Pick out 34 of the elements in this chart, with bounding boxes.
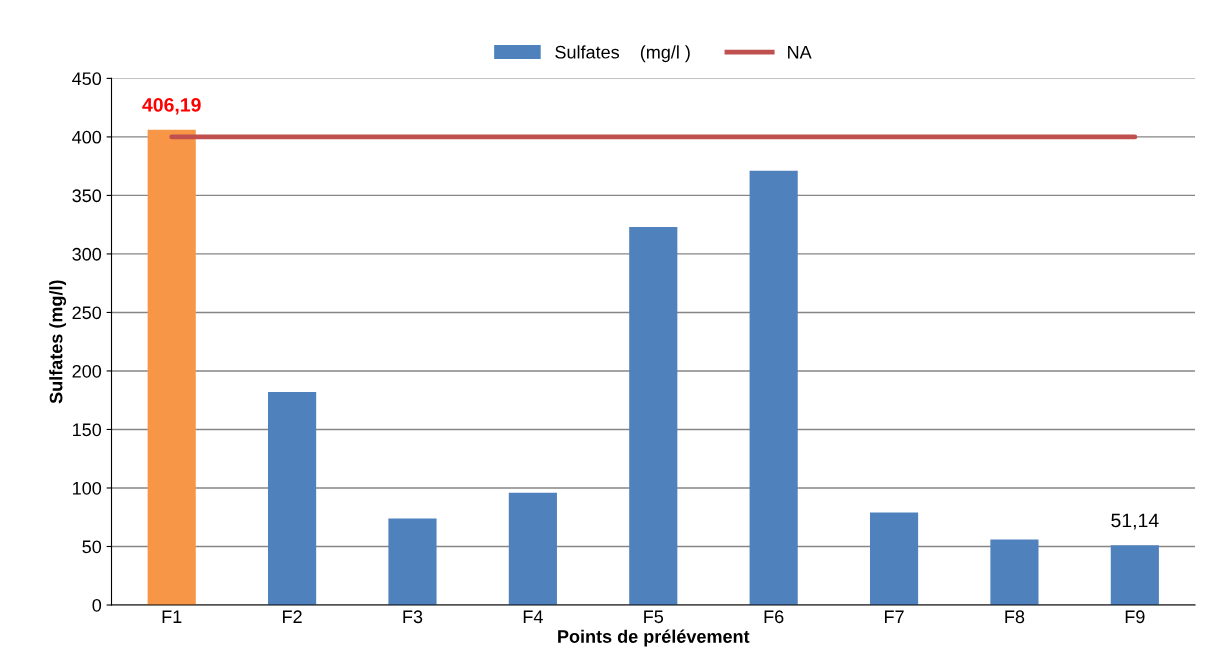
bar [749, 170, 798, 606]
x-tick-label: F6 [764, 610, 784, 624]
x-tick-label: F2 [283, 610, 302, 623]
bar [990, 539, 1039, 606]
bar [629, 227, 678, 606]
y-tick-label: 200 [72, 364, 102, 378]
data-label: 51,14 [1111, 513, 1159, 530]
x-tick-label: F1 [162, 610, 182, 623]
legend-label: Sulfates (mg/l ) [555, 45, 690, 63]
y-tick-label: 100 [73, 481, 102, 495]
y-tick-label: 50 [82, 540, 102, 554]
x-tick-label: F9 [1125, 610, 1145, 624]
x-tick-label: F4 [523, 610, 543, 623]
y-tick-label: 350 [72, 189, 102, 203]
legend-label: NA [788, 45, 812, 59]
data-label: 406,19 [142, 98, 201, 115]
y-tick-label: 250 [72, 306, 102, 320]
bar [388, 518, 437, 606]
bar [1110, 545, 1159, 606]
x-tick-label: F5 [644, 610, 664, 624]
y-axis-title: Sulfates (mg/l) [49, 280, 67, 404]
x-tick-label: F8 [1005, 610, 1025, 624]
bar [268, 392, 317, 606]
y-tick-label: 0 [92, 598, 102, 612]
x-tick-label: F3 [403, 610, 423, 624]
y-tick-label: 150 [73, 423, 102, 437]
x-tick-label: F7 [885, 610, 904, 623]
bar [869, 512, 919, 606]
x-axis-title: Points de prélévement [558, 629, 750, 647]
bar [147, 129, 196, 606]
y-tick-label: 400 [72, 130, 102, 144]
y-tick-label: 450 [72, 72, 102, 86]
bar [508, 492, 557, 606]
y-tick-label: 300 [72, 247, 102, 261]
